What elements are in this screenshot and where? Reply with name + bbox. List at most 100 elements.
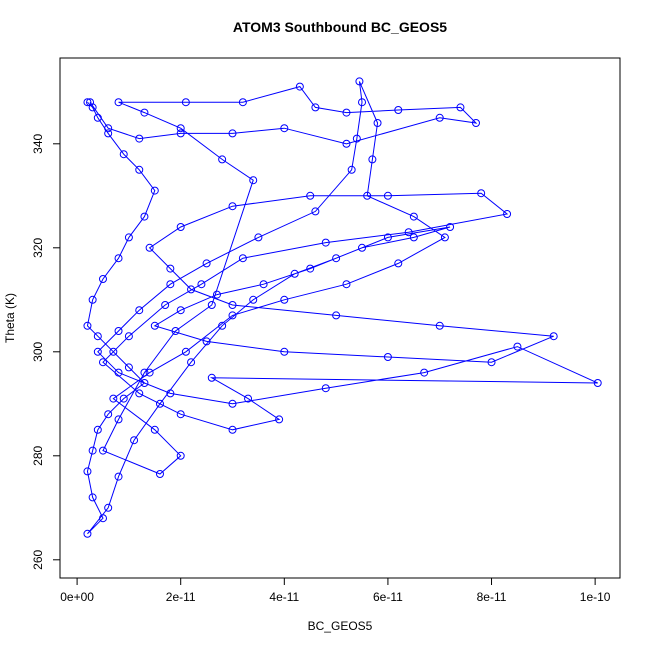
data-point [593, 379, 602, 387]
data-point [114, 368, 123, 377]
data-point [368, 155, 377, 164]
x-tick-label: 2e-11 [166, 590, 196, 604]
data-point [513, 342, 522, 351]
data-point [342, 280, 351, 289]
data-point [228, 202, 237, 211]
data-point [150, 321, 159, 330]
data-point [218, 155, 227, 164]
data-point [409, 233, 418, 242]
data-point [98, 514, 107, 523]
data-point [435, 113, 444, 122]
data-point [86, 98, 95, 107]
data-point [321, 238, 330, 247]
data-point [140, 368, 149, 377]
data-point [140, 379, 149, 387]
x-axis-label: BC_GEOS5 [308, 619, 373, 633]
data-point [145, 368, 154, 377]
data-point [176, 129, 185, 138]
data-point [409, 212, 418, 221]
data-point [140, 108, 149, 117]
data-point [394, 259, 403, 268]
data-point [383, 233, 392, 242]
data-point [218, 321, 227, 330]
data-point [176, 124, 185, 133]
data-point [275, 415, 284, 424]
data-point [342, 139, 351, 148]
data-point [124, 363, 133, 372]
data-point [98, 358, 107, 367]
data-point [440, 233, 449, 242]
data-point [290, 269, 299, 278]
data-point [207, 301, 216, 309]
data-point [93, 113, 102, 122]
data-point [150, 425, 159, 434]
data-point [238, 254, 247, 263]
data-point [259, 280, 268, 289]
data-point [347, 165, 356, 174]
data-point [212, 290, 221, 299]
data-point [358, 243, 367, 252]
data-point [228, 425, 237, 434]
data-point [104, 124, 113, 133]
y-axis-label: Theta (K) [3, 293, 17, 343]
x-tick-label: 6e-11 [373, 590, 403, 604]
data-point [311, 207, 320, 216]
data-point [166, 389, 175, 398]
data-point [114, 98, 123, 107]
data-point [446, 223, 455, 231]
data-point [88, 446, 97, 455]
data-point [181, 98, 190, 107]
data-point [109, 347, 118, 356]
x-tick-label: 4e-11 [269, 590, 299, 604]
data-point [114, 254, 123, 263]
data-point [181, 347, 190, 356]
data-point [202, 337, 211, 346]
data-point [140, 212, 149, 221]
data-point [363, 191, 372, 200]
data-point [166, 280, 175, 289]
y-tick-label: 280 [31, 445, 45, 465]
data-point [435, 321, 444, 330]
y-tick-label: 340 [31, 133, 45, 153]
data-point [228, 311, 237, 320]
data-point [228, 129, 237, 138]
data-point [249, 295, 258, 304]
data-point [166, 264, 175, 273]
data-point [244, 394, 253, 403]
data-point [306, 264, 315, 273]
data-point [114, 415, 123, 424]
data-point [88, 295, 97, 304]
y-tick-label: 320 [31, 237, 45, 257]
data-point [176, 306, 185, 315]
chart-title: ATOM3 Southbound BC_GEOS5 [233, 19, 447, 35]
data-point [202, 259, 211, 268]
data-point [150, 186, 159, 195]
data-point [228, 399, 237, 408]
data-point [83, 467, 92, 476]
data-point [332, 254, 341, 263]
data-point [176, 451, 185, 460]
data-point [104, 129, 113, 138]
data-point [254, 233, 263, 242]
data-point [119, 150, 128, 159]
x-tick-label: 8e-11 [477, 590, 507, 604]
data-point [176, 223, 185, 231]
data-point [124, 233, 133, 242]
data-point [109, 394, 118, 403]
data-point [352, 134, 361, 143]
data-point [145, 243, 154, 252]
data-point [119, 394, 128, 403]
data-point [187, 285, 196, 294]
data-point [93, 332, 102, 341]
data-point [98, 446, 107, 455]
data-point [83, 98, 92, 107]
data-point [456, 103, 465, 112]
data-point [176, 410, 185, 419]
data-point [114, 472, 123, 481]
data-point [83, 321, 92, 330]
data-point [383, 353, 392, 361]
data-point [98, 275, 107, 283]
data-point [549, 332, 558, 341]
data-point [342, 108, 351, 117]
